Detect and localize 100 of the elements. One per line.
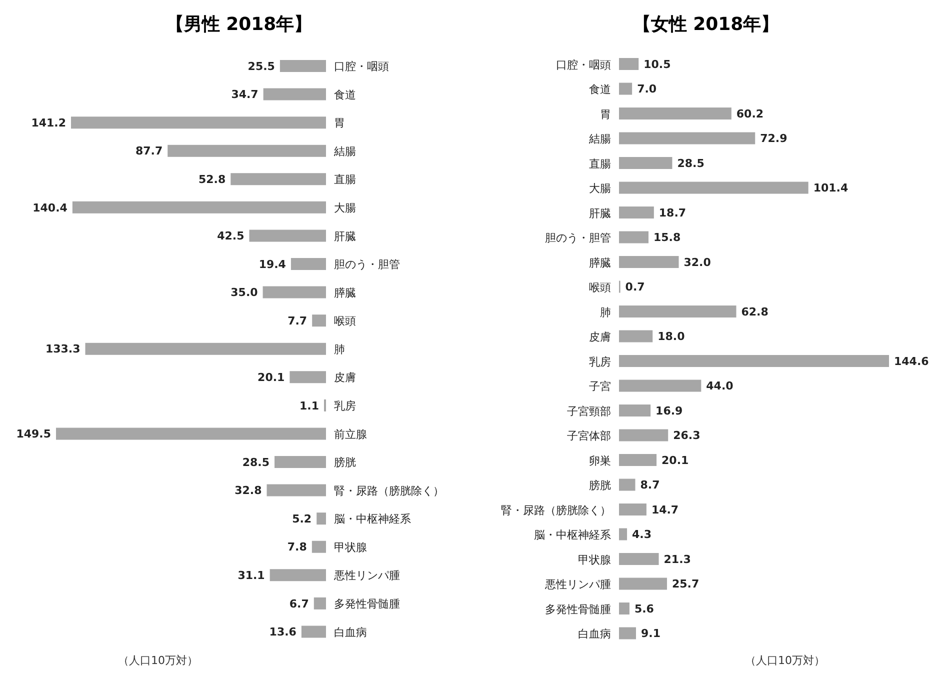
bar (316, 512, 326, 525)
data-label: 20.1 (662, 454, 689, 467)
y-tick-label: 直腸 (589, 157, 611, 170)
y-tick-label: 白血病 (334, 626, 367, 639)
data-label: 32.0 (684, 256, 712, 269)
data-label: 7.7 (288, 314, 308, 328)
bar (619, 404, 651, 416)
y-tick-label: 皮膚 (589, 330, 611, 344)
y-tick-label: 肝臓 (334, 230, 356, 243)
bar (290, 371, 326, 384)
bar (168, 144, 326, 157)
y-tick-label: 子宮 (589, 380, 611, 394)
data-label: 31.1 (238, 568, 265, 582)
y-tick-label: 脳・中枢神経系 (534, 528, 611, 542)
bar (249, 230, 326, 242)
bar (619, 58, 639, 70)
y-tick-label: 悪性リンパ腫 (544, 578, 611, 592)
y-tick-label: 肝臓 (589, 206, 611, 220)
bar (280, 60, 326, 72)
data-label: 149.5 (16, 428, 51, 441)
data-label: 133.3 (45, 342, 80, 356)
data-label: 52.8 (198, 172, 226, 186)
y-tick-label: 肺 (600, 306, 611, 319)
y-tick-label: 乳房 (334, 399, 356, 412)
y-tick-label: 食道 (334, 88, 356, 102)
y-tick-label: 悪性リンパ腫 (333, 569, 400, 582)
y-tick-label: 口腔・咽頭 (334, 60, 389, 74)
bar (70, 116, 326, 129)
chart-title: 【男性 2018年】 (164, 13, 314, 37)
y-tick-label: 直腸 (334, 173, 356, 186)
y-tick-label: 大腸 (589, 182, 611, 196)
data-label: 20.1 (258, 370, 285, 384)
bar (619, 528, 628, 540)
y-tick-label: 大腸 (334, 201, 356, 214)
bar (619, 380, 702, 392)
data-label: 25.7 (672, 578, 700, 591)
y-tick-label: 結腸 (333, 144, 356, 158)
y-tick-label: 膀胱 (589, 479, 611, 492)
data-label: 87.7 (135, 144, 163, 158)
bar (290, 258, 326, 270)
data-label: 18.7 (658, 206, 686, 220)
y-tick-label: 食道 (589, 83, 611, 96)
y-tick-label: 胆のう・胆管 (545, 232, 611, 245)
bar (619, 578, 667, 590)
data-label: 28.5 (677, 156, 704, 170)
bar (619, 602, 630, 614)
data-label: 62.8 (741, 305, 768, 318)
bar (619, 627, 636, 640)
bar (619, 553, 659, 565)
bar (619, 157, 672, 169)
bar (72, 201, 326, 214)
y-tick-label: 胃 (600, 108, 611, 121)
y-tick-label: 乳房 (589, 355, 611, 368)
y-tick-label: 子宮頸部 (567, 404, 611, 418)
bar (619, 429, 668, 442)
data-label: 141.2 (31, 116, 66, 130)
y-tick-label: 多発性骨髄腫 (334, 597, 400, 610)
bar (619, 206, 654, 218)
bar (266, 484, 326, 496)
y-tick-label: 喉頭 (334, 314, 356, 328)
data-label: 34.7 (231, 88, 258, 102)
data-label: 5.6 (634, 602, 654, 616)
y-tick-label: 子宮体部 (567, 430, 611, 443)
bar (312, 314, 326, 327)
bar (619, 108, 732, 120)
data-label: 6.7 (289, 597, 309, 610)
data-label: 101.4 (813, 182, 848, 195)
data-label: 25.5 (248, 60, 275, 73)
bar (314, 597, 326, 610)
data-label: 9.1 (640, 627, 660, 640)
chart-title: 【女性 2018年】 (632, 13, 780, 37)
y-tick-label: 膵臓 (334, 286, 356, 300)
data-label: 1.1 (300, 399, 320, 412)
y-tick-label: 甲状腺 (334, 540, 367, 554)
y-tick-label: 前立腺 (334, 428, 367, 441)
data-label: 16.9 (656, 404, 683, 418)
data-label: 0.7 (625, 280, 645, 294)
bar (619, 504, 646, 516)
data-label: 21.3 (664, 552, 691, 566)
y-tick-label: 胆のう・胆管 (334, 258, 400, 272)
data-label: 14.7 (651, 503, 679, 516)
data-label: 7.0 (637, 82, 657, 96)
data-label: 44.0 (706, 380, 734, 393)
data-label: 7.8 (287, 540, 307, 554)
data-label: 19.4 (258, 258, 286, 271)
bar (619, 306, 736, 318)
bar (230, 173, 326, 186)
data-label: 32.8 (234, 484, 262, 498)
data-label: 144.6 (894, 354, 930, 368)
y-tick-label: 甲状腺 (578, 553, 611, 566)
bar (619, 132, 756, 144)
bar (619, 330, 653, 342)
bar (619, 82, 632, 95)
bar (263, 88, 326, 100)
data-label: 8.7 (640, 478, 660, 492)
bar (312, 540, 326, 553)
y-tick-label: 腎・尿路（膀胱除く） (501, 504, 611, 517)
y-tick-label: 皮膚 (334, 371, 356, 384)
data-label: 13.6 (269, 626, 297, 639)
data-label: 4.3 (632, 528, 652, 542)
